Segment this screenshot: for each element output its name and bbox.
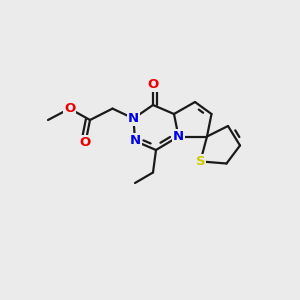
Text: O: O xyxy=(80,136,91,149)
Text: O: O xyxy=(64,102,75,115)
Text: S: S xyxy=(196,155,205,168)
Text: N: N xyxy=(129,134,141,148)
Text: N: N xyxy=(173,130,184,143)
Text: N: N xyxy=(128,112,139,125)
Text: O: O xyxy=(147,77,159,91)
